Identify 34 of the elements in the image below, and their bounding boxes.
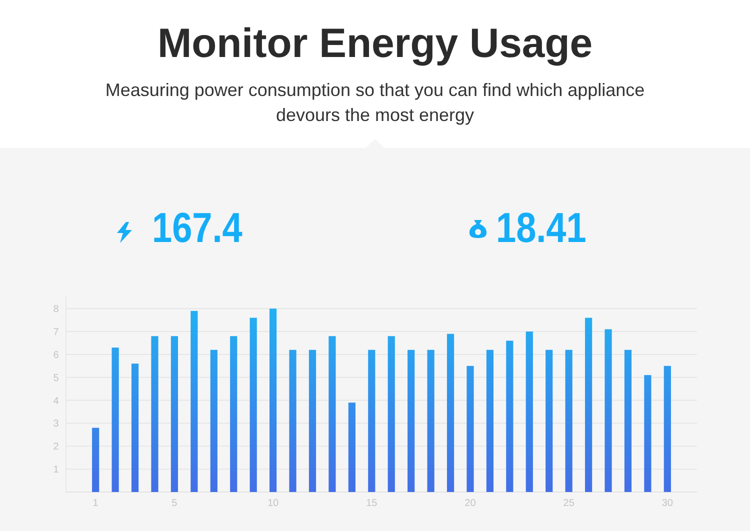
bar	[112, 348, 119, 492]
text: 167.4	[152, 206, 243, 252]
bar	[408, 350, 415, 492]
bar	[427, 350, 434, 492]
bar	[486, 350, 494, 492]
bar	[250, 318, 257, 492]
bar	[584, 318, 592, 492]
bar	[328, 336, 336, 492]
bar	[348, 402, 356, 492]
bar	[368, 350, 376, 492]
bar	[624, 350, 632, 492]
bar	[388, 336, 395, 492]
bar	[170, 336, 178, 492]
bar	[466, 366, 474, 492]
bar	[565, 350, 572, 492]
bar	[308, 350, 316, 492]
bar	[269, 308, 277, 492]
bar	[644, 375, 652, 492]
bar	[151, 336, 158, 492]
bar	[664, 366, 671, 492]
bar	[446, 334, 454, 492]
bar	[230, 336, 238, 492]
bar	[506, 340, 514, 492]
bar	[289, 350, 296, 492]
bar	[92, 428, 100, 492]
text: 18.41	[496, 206, 586, 252]
bar	[190, 310, 198, 492]
bar	[131, 364, 139, 492]
bar	[526, 332, 533, 492]
bar	[546, 350, 553, 492]
bar	[210, 350, 218, 492]
bar	[604, 329, 612, 492]
chart-subtitle: Measuring power consumption so that you can find which appliance devours the most energy	[105, 80, 645, 125]
chart-title: Monitor Energy Usage	[157, 20, 593, 66]
